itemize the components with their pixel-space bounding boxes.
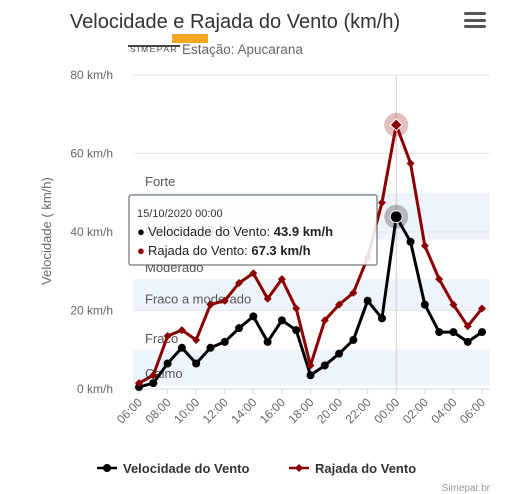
x-tick-label: 14:00 [228,395,259,426]
velocidade-point[interactable] [406,237,415,246]
velocidade-point[interactable] [263,337,272,346]
tooltip-row: Rajada do Vento: 67.3 km/h [148,243,311,258]
y-tick-label: 80 km/h [70,68,113,82]
x-tick-label: 18:00 [285,395,316,426]
x-tick-label: 04:00 [428,395,459,426]
simepar-logo: SIMEPAR [128,34,208,54]
velocidade-point[interactable] [292,326,301,335]
rajada-point[interactable] [349,288,358,297]
velocidade-point[interactable] [420,300,429,309]
y-tick-label: 40 km/h [70,225,113,239]
y-tick-label: 20 km/h [70,304,113,318]
velocidade-point[interactable] [249,312,258,321]
velocidade-point[interactable] [206,343,215,352]
rajada-point[interactable] [163,332,172,341]
hamburger-menu-icon[interactable] [464,12,486,32]
tooltip-date: 15/10/2020 00:00 [137,208,223,220]
velocidade-point[interactable] [192,359,201,368]
rajada-point[interactable] [389,118,403,132]
rajada-point[interactable] [263,294,272,303]
velocidade-point[interactable] [220,337,229,346]
rajada-point[interactable] [149,371,158,380]
velocidade-point[interactable] [320,361,329,370]
x-tick-label: 22:00 [343,395,374,426]
velocidade-point[interactable] [478,328,486,337]
chart-title: Velocidade e Rajada do Vento (km/h) [70,11,400,33]
tooltip-bullet: ● [137,243,145,258]
rajada-point[interactable] [320,316,329,325]
velocidade-point[interactable] [235,324,244,333]
x-tick-label: 00:00 [371,395,402,426]
tooltip-value: 67.3 km/h [251,243,310,258]
rajada-point[interactable] [435,275,444,284]
x-tick-label: 06:00 [114,395,145,426]
velocidade-point[interactable] [277,316,286,325]
band-2 [133,279,490,311]
rajada-point[interactable] [377,198,386,207]
x-tick-label: 02:00 [400,395,431,426]
rajada-point[interactable] [235,279,244,288]
velocidade-point[interactable] [177,343,186,352]
rajada-point[interactable] [335,300,344,309]
velocidade-point[interactable] [349,335,358,344]
band-label: Forte [145,174,175,189]
rajada-point[interactable] [206,300,215,309]
rajada-point[interactable] [292,304,301,313]
tooltip-row: Velocidade do Vento: 43.9 km/h [148,224,333,239]
velocidade-point[interactable] [389,210,403,224]
tooltip-value: 43.9 km/h [274,224,333,239]
tooltip-bullet: ● [137,224,145,239]
velocidade-point[interactable] [335,349,344,358]
y-tick-label: 0 km/h [77,382,113,396]
y-axis-title: Velocidade ( km/h) [39,177,54,285]
rajada-point[interactable] [220,296,229,305]
legend-item-1[interactable]: Rajada do Vento [289,461,416,476]
x-tick-label: 06:00 [457,395,488,426]
legend-marker [295,464,303,472]
rajada-point[interactable] [449,300,458,309]
rajada-point[interactable] [135,379,143,388]
rajada-point[interactable] [306,361,315,370]
velocidade-point[interactable] [449,328,458,337]
velocidade-point[interactable] [306,371,315,380]
x-tick-label: 12:00 [200,395,231,426]
velocidade-point[interactable] [463,337,472,346]
tooltip-box [128,194,378,266]
rajada-point[interactable] [420,241,429,250]
velocidade-point[interactable] [163,359,172,368]
legend-item-0[interactable]: Velocidade do Vento [97,461,249,476]
rajada-point[interactable] [406,159,415,168]
x-tick-label: 10:00 [171,395,202,426]
legend[interactable]: Velocidade do Vento Rajada do Vento [97,461,416,476]
band-label: Fraco a moderado [145,292,251,307]
chart-subtitle: Estação: Apucarana [182,42,303,57]
x-tick-label: 16:00 [257,395,288,426]
rajada-point[interactable] [249,269,258,278]
legend-marker [103,464,111,472]
rajada-point[interactable] [177,326,186,335]
x-tick-label: 20:00 [314,395,345,426]
x-tick-label: 08:00 [143,395,174,426]
legend-label: Rajada do Vento [315,461,416,476]
velocidade-point[interactable] [377,314,386,323]
y-tick-label: 60 km/h [70,147,113,161]
velocidade-point[interactable] [149,379,158,388]
series-markers[interactable] [135,112,486,392]
rajada-point[interactable] [192,335,201,344]
x-axis: 06:0008:0010:0012:0014:0016:0018:0020:00… [114,388,490,426]
legend-label: Velocidade do Vento [123,461,249,476]
velocidade-point[interactable] [363,296,372,305]
rajada-point[interactable] [277,275,286,284]
credits-link[interactable]: Simepar.br [441,483,490,494]
logo-text: SIMEPAR [130,44,178,54]
y-axis: 0 km/h 20 km/h 40 km/h 60 km/h 80 km/h [70,68,113,396]
tooltip: 15/10/2020 00:00 ● Velocidade do Vento: 43… [128,194,378,266]
rajada-point[interactable] [478,304,486,313]
velocidade-point[interactable] [435,328,444,337]
rajada-point[interactable] [463,322,472,331]
